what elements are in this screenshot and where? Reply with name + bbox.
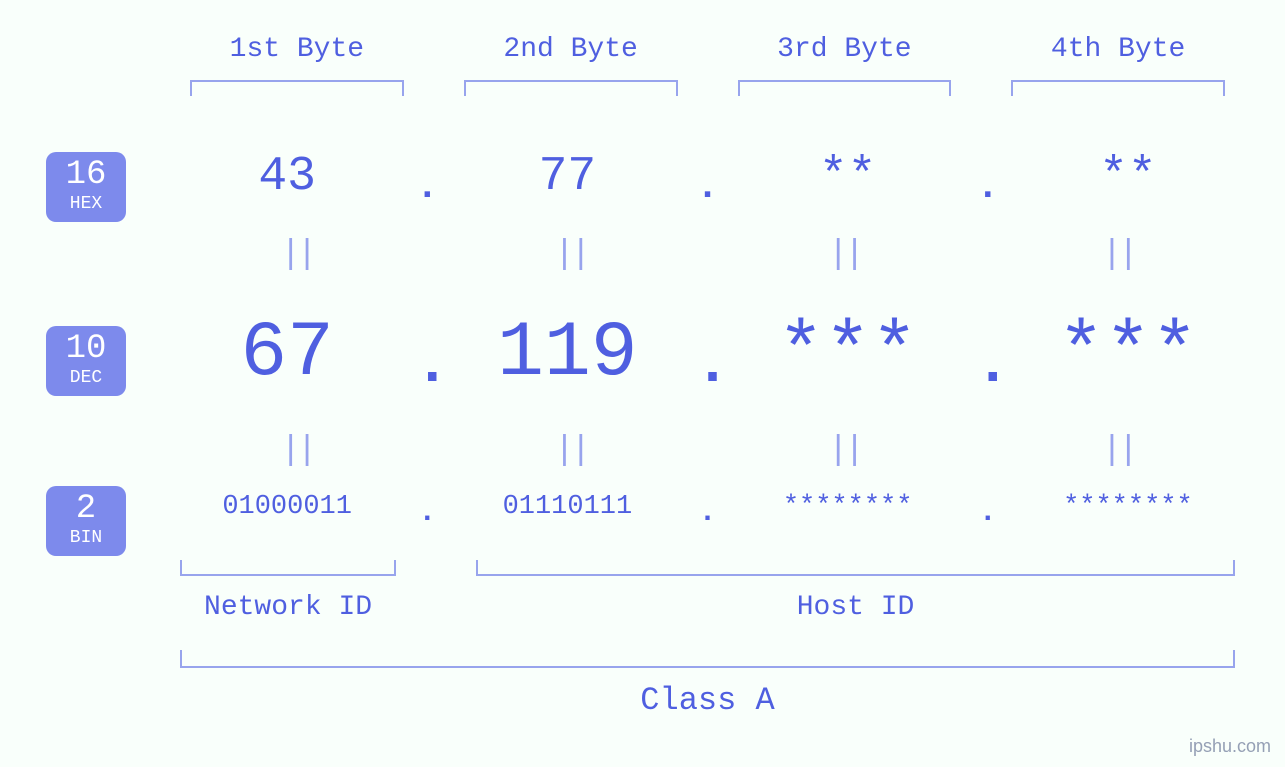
dot-separator: . bbox=[975, 332, 1001, 400]
bin-base-number: 2 bbox=[46, 492, 126, 526]
dec-base-number: 10 bbox=[46, 332, 126, 366]
bin-base-label: BIN bbox=[46, 528, 126, 548]
id-brackets bbox=[160, 560, 1255, 580]
equals-icon: || bbox=[708, 236, 982, 274]
class-label: Class A bbox=[180, 682, 1235, 719]
hex-base-number: 16 bbox=[46, 158, 126, 192]
dec-base-label: DEC bbox=[46, 368, 126, 388]
class-bracket-section: Class A bbox=[180, 650, 1235, 719]
hex-byte-1: 43 bbox=[160, 150, 414, 204]
dot-separator: . bbox=[695, 166, 721, 209]
network-id-label: Network ID bbox=[160, 592, 416, 623]
bracket-icon bbox=[1011, 80, 1225, 96]
hex-byte-4: ** bbox=[1001, 150, 1255, 204]
col-label-4: 4th Byte bbox=[981, 34, 1255, 65]
bracket-icon bbox=[190, 80, 404, 96]
bin-byte-1: 01000011 bbox=[160, 492, 414, 522]
top-byte-brackets bbox=[160, 80, 1255, 100]
col-label-1: 1st Byte bbox=[160, 34, 434, 65]
id-labels: Network ID Host ID bbox=[160, 592, 1255, 623]
hex-row: 43 . 77 . ** . ** bbox=[160, 150, 1255, 204]
dot-separator: . bbox=[414, 496, 440, 530]
dot-separator: . bbox=[695, 496, 721, 530]
bracket-icon bbox=[476, 560, 1235, 576]
equals-icon: || bbox=[708, 432, 982, 470]
dot-separator: . bbox=[975, 166, 1001, 209]
dec-byte-2: 119 bbox=[440, 310, 694, 398]
dec-byte-3: *** bbox=[721, 310, 975, 398]
dec-row: 67 . 119 . *** . *** bbox=[160, 310, 1255, 398]
dot-separator: . bbox=[695, 332, 721, 400]
equals-icon: || bbox=[981, 432, 1255, 470]
equals-icon: || bbox=[160, 236, 434, 274]
watermark: ipshu.com bbox=[1189, 736, 1271, 757]
hex-byte-2: 77 bbox=[440, 150, 694, 204]
dot-separator: . bbox=[414, 166, 440, 209]
equals-icon: || bbox=[434, 432, 708, 470]
hex-badge: 16 HEX bbox=[46, 152, 126, 222]
bin-badge: 2 BIN bbox=[46, 486, 126, 556]
hex-byte-3: ** bbox=[721, 150, 975, 204]
byte-column-headers: 1st Byte 2nd Byte 3rd Byte 4th Byte bbox=[160, 34, 1255, 65]
col-label-3: 3rd Byte bbox=[708, 34, 982, 65]
dot-separator: . bbox=[414, 332, 440, 400]
equals-row-dec-bin: || || || || bbox=[160, 432, 1255, 470]
bin-byte-4: ******** bbox=[1001, 492, 1255, 522]
equals-icon: || bbox=[434, 236, 708, 274]
bracket-icon bbox=[464, 80, 678, 96]
bracket-icon bbox=[180, 650, 1235, 668]
dec-badge: 10 DEC bbox=[46, 326, 126, 396]
bracket-icon bbox=[738, 80, 952, 96]
col-label-2: 2nd Byte bbox=[434, 34, 708, 65]
equals-icon: || bbox=[981, 236, 1255, 274]
dec-byte-1: 67 bbox=[160, 310, 414, 398]
dot-separator: . bbox=[975, 496, 1001, 530]
bin-byte-2: 01110111 bbox=[440, 492, 694, 522]
equals-row-hex-dec: || || || || bbox=[160, 236, 1255, 274]
equals-icon: || bbox=[160, 432, 434, 470]
hex-base-label: HEX bbox=[46, 194, 126, 214]
dec-byte-4: *** bbox=[1001, 310, 1255, 398]
host-id-label: Host ID bbox=[456, 592, 1255, 623]
bracket-icon bbox=[180, 560, 396, 576]
bin-row: 01000011 . 01110111 . ******** . *******… bbox=[160, 490, 1255, 524]
bin-byte-3: ******** bbox=[721, 492, 975, 522]
